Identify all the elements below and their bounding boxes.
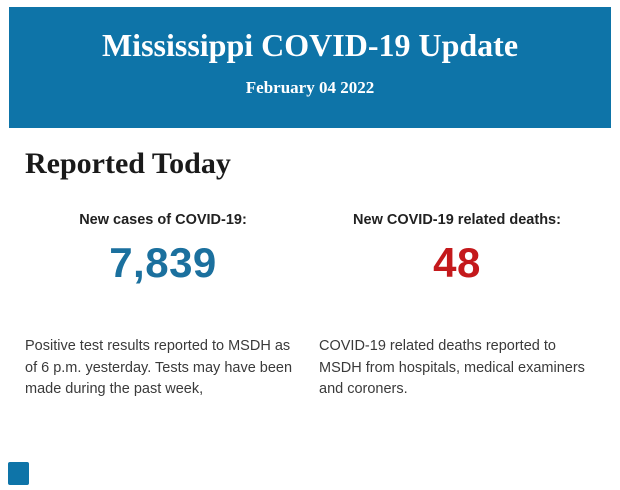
header-date: February 04 2022	[245, 78, 375, 97]
main-content: Reported Today New cases of COVID-19: 7,…	[0, 146, 620, 401]
deaths-description: COVID-19 related deaths reported to MSDH…	[319, 338, 585, 398]
cases-label: New cases of COVID-19:	[79, 212, 247, 228]
page-title: Mississippi COVID-19 Update	[101, 27, 519, 63]
cases-description: Positive test results reported to MSDH a…	[25, 338, 293, 398]
deaths-label: New COVID-19 related deaths:	[353, 212, 561, 228]
cases-value: 7,839	[109, 239, 217, 286]
header-banner: Mississippi COVID-19 Update February 04 …	[9, 7, 611, 128]
stats-columns: New cases of COVID-19: 7,839 Positive te…	[0, 212, 620, 401]
covid-update-bulletin: Mississippi COVID-19 Update February 04 …	[0, 7, 620, 485]
cases-column: New cases of COVID-19: 7,839 Positive te…	[22, 212, 304, 401]
deaths-column: New COVID-19 related deaths: 48 COVID-19…	[316, 212, 598, 401]
footer-accent-square	[8, 462, 29, 485]
section-title: Reported Today	[25, 147, 231, 180]
deaths-value: 48	[433, 239, 481, 286]
